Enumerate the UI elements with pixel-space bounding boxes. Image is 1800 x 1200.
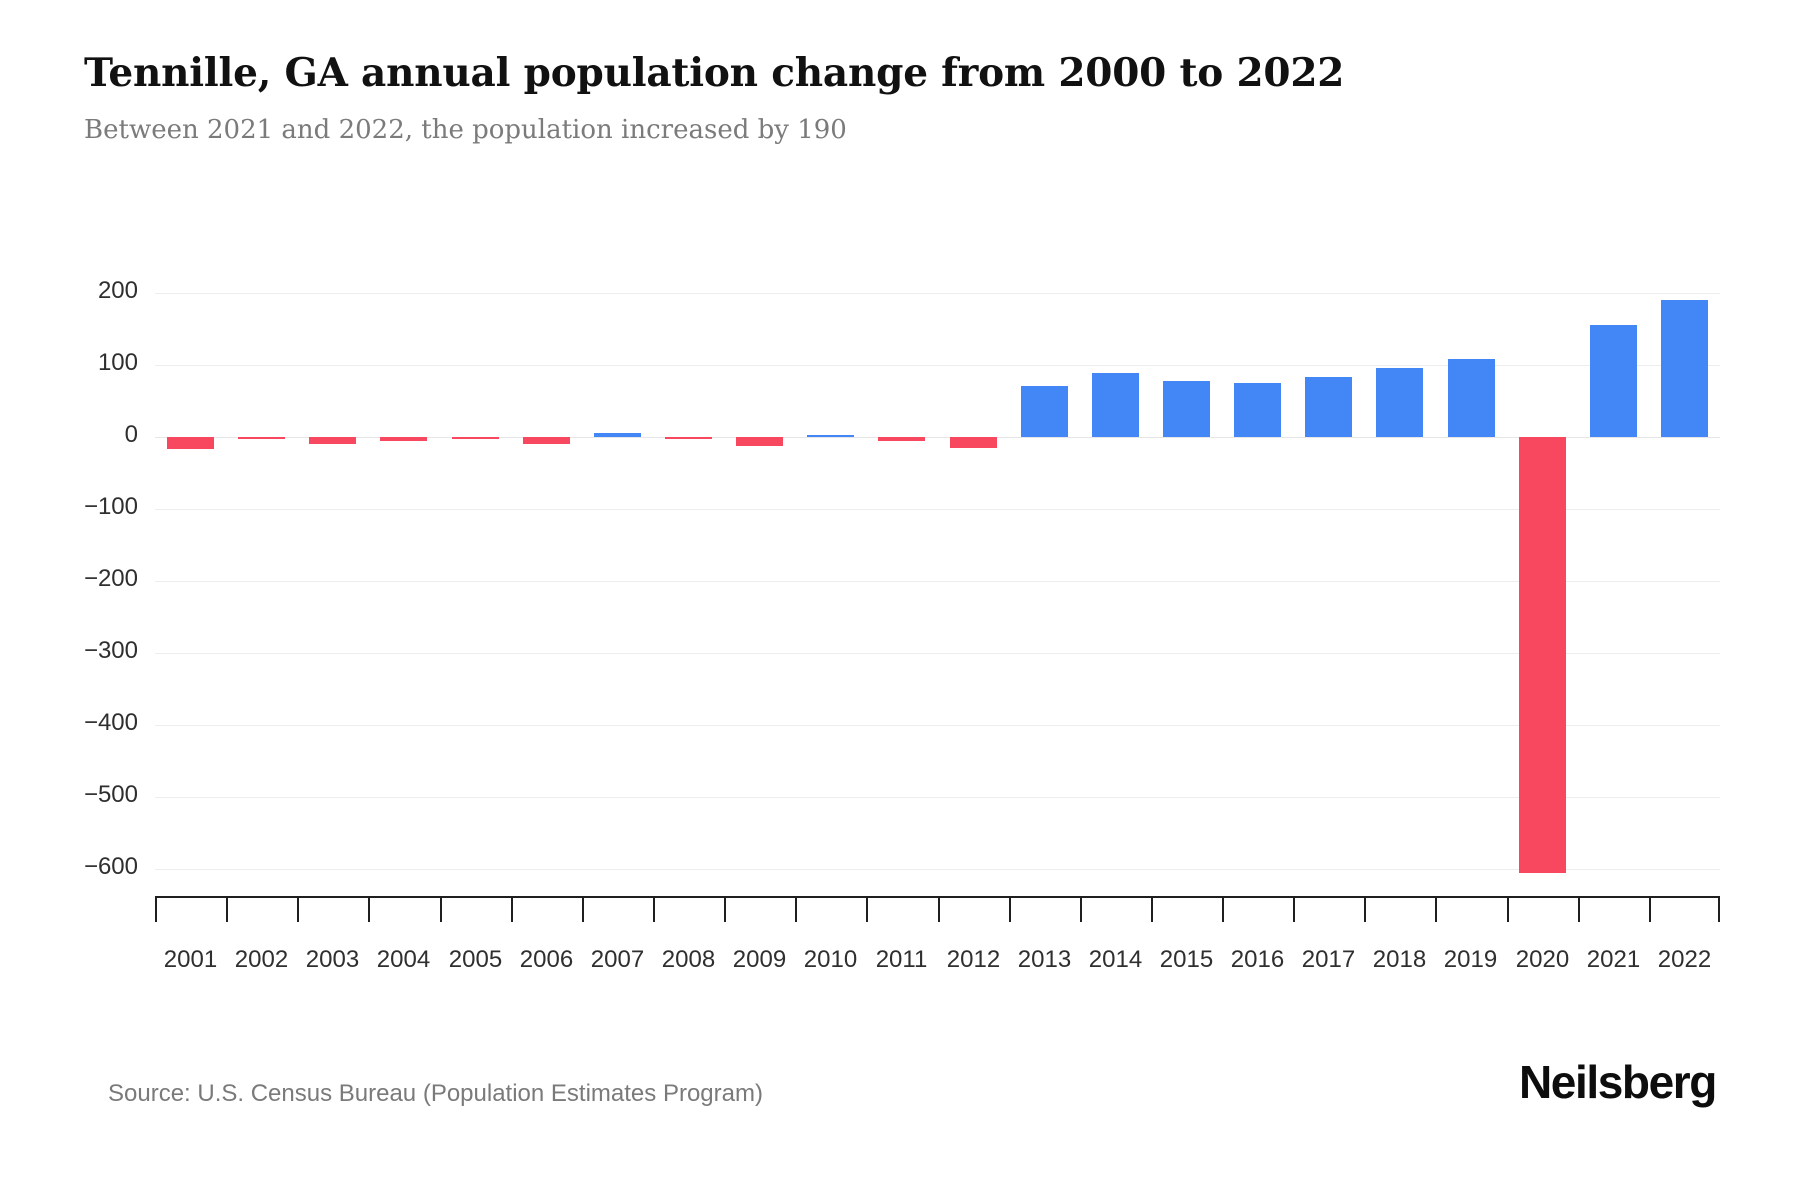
x-axis-tick [226,898,228,922]
x-axis-tick [866,898,868,922]
x-axis-line [155,896,1720,898]
x-axis-tick [1507,898,1509,922]
gridline-200 [155,293,1720,294]
x-axis-tick-label-2001: 2001 [163,946,218,973]
x-axis-tick [795,898,797,922]
x-axis-tick [938,898,940,922]
y-axis-tick-label: 0 [124,421,138,448]
x-axis-tick-label-2004: 2004 [376,946,431,973]
chart-subtitle: Between 2021 and 2022, the population in… [84,115,847,145]
x-axis-tick [440,898,442,922]
gridline--100 [155,509,1720,510]
y-axis-tick-label: 200 [97,277,138,304]
bar-2016[interactable] [1234,383,1281,437]
page-title: Tennille, GA annual population change fr… [84,50,1345,96]
y-axis-tick-label: −200 [83,565,138,592]
x-axis-tick-label-2019: 2019 [1443,946,1498,973]
bar-2007[interactable] [594,433,641,437]
x-axis-tick-label-2009: 2009 [732,946,787,973]
bar-2002[interactable] [238,437,285,439]
x-axis-tick-label-2007: 2007 [590,946,645,973]
bar-2010[interactable] [807,435,854,437]
gridline--500 [155,797,1720,798]
bar-2001[interactable] [167,437,214,449]
gridline-100 [155,365,1720,366]
gridline--400 [155,725,1720,726]
y-axis-tick-label: −300 [83,637,138,664]
bar-2005[interactable] [452,437,499,439]
bar-2017[interactable] [1305,377,1352,437]
x-axis-tick-label-2022: 2022 [1657,946,1712,973]
x-axis-tick [1222,898,1224,922]
gridline-0 [155,437,1720,438]
bar-2009[interactable] [736,437,783,446]
x-axis-tick [1718,898,1720,922]
x-axis-tick [582,898,584,922]
x-axis-tick-label-2021: 2021 [1586,946,1641,973]
x-axis-tick [297,898,299,922]
x-axis-tick-label-2012: 2012 [946,946,1001,973]
x-axis-tick-label-2003: 2003 [305,946,360,973]
x-axis-tick [155,898,157,922]
gridline--600 [155,869,1720,870]
x-axis-tick [1080,898,1082,922]
bar-2003[interactable] [309,437,356,444]
gridline--300 [155,653,1720,654]
source-note: Source: U.S. Census Bureau (Population E… [108,1080,763,1107]
x-axis-tick [1293,898,1295,922]
bar-2012[interactable] [950,437,997,448]
chart-header: Tennille, GA annual population change fr… [84,48,1724,148]
y-axis-tick-label: −500 [83,781,138,808]
bar-2021[interactable] [1590,325,1637,437]
x-axis-tick [1435,898,1437,922]
bar-2011[interactable] [878,437,925,441]
x-axis-tick-label-2014: 2014 [1088,946,1143,973]
x-axis-tick [1151,898,1153,922]
bar-2018[interactable] [1376,368,1423,437]
brand-logo: Neilsberg [1518,1056,1717,1108]
x-axis-tick [511,898,513,922]
x-axis-tick-label-2017: 2017 [1301,946,1356,973]
x-axis-tick-label-2005: 2005 [448,946,503,973]
x-axis-tick [1364,898,1366,922]
bar-2008[interactable] [665,437,712,439]
x-axis-tick-label-2018: 2018 [1372,946,1427,973]
x-axis-tick [653,898,655,922]
x-axis-tick-label-2002: 2002 [234,946,289,973]
x-axis-tick-label-2013: 2013 [1017,946,1072,973]
bar-2014[interactable] [1092,373,1139,437]
bar-2022[interactable] [1661,300,1708,437]
y-axis-tick-label: −600 [83,853,138,880]
x-axis-tick [1578,898,1580,922]
x-axis-tick-label-2011: 2011 [875,946,928,973]
y-axis-tick-label: 100 [97,349,138,376]
y-axis-tick-label: −400 [83,709,138,736]
x-axis-tick-label-2015: 2015 [1159,946,1214,973]
x-axis-tick-label-2016: 2016 [1230,946,1285,973]
x-axis-tick [1649,898,1651,922]
x-axis-tick [724,898,726,922]
bar-2020[interactable] [1519,437,1566,873]
gridline--200 [155,581,1720,582]
x-axis-tick [368,898,370,922]
bar-2013[interactable] [1021,386,1068,437]
bar-2015[interactable] [1163,381,1210,437]
bar-2019[interactable] [1448,359,1495,437]
x-axis-tick [1009,898,1011,922]
x-axis-tick-label-2006: 2006 [519,946,574,973]
x-axis-tick-label-2020: 2020 [1515,946,1570,973]
x-axis-tick-label-2010: 2010 [803,946,858,973]
bar-2004[interactable] [380,437,427,441]
y-axis-tick-label: −100 [83,493,138,520]
x-axis-tick-label-2008: 2008 [661,946,716,973]
bar-2006[interactable] [523,437,570,444]
